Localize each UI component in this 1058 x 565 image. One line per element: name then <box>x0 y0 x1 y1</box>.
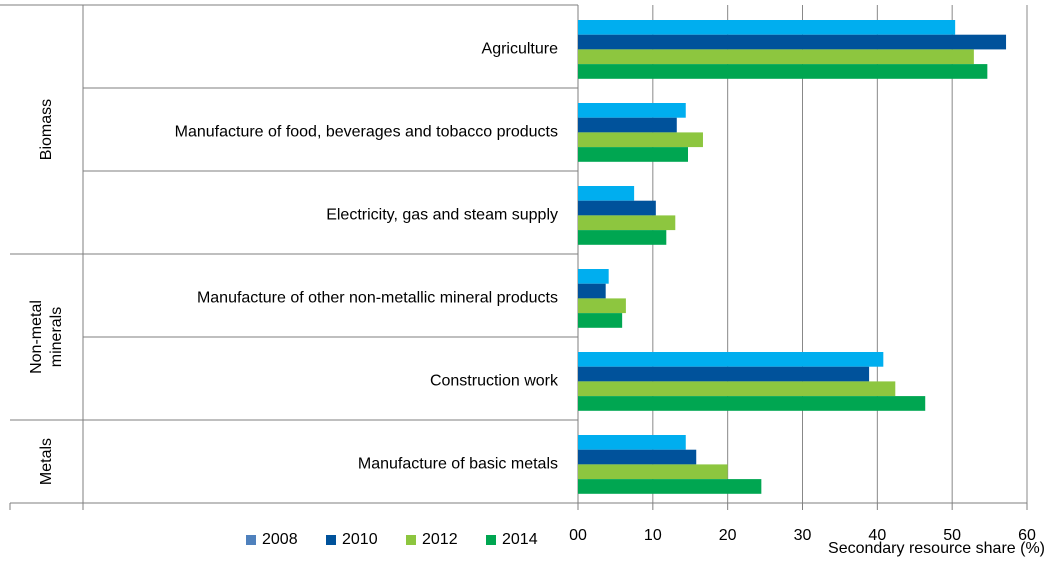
x-tick-label: 40 <box>868 527 886 544</box>
bar <box>578 464 728 480</box>
legend-swatch <box>246 535 256 545</box>
bar <box>578 49 974 65</box>
bar <box>578 449 697 465</box>
legend-label: 2012 <box>422 531 458 548</box>
category-label: Electricity, gas and steam supply <box>326 207 558 224</box>
legend-label: 2008 <box>262 531 298 548</box>
bar <box>578 20 956 35</box>
group-label: Non-metal <box>28 300 45 374</box>
legend-swatch <box>486 535 496 545</box>
x-tick-label: 60 <box>1018 527 1036 544</box>
category-label: Construction work <box>430 373 559 390</box>
category-label: Manufacture of food, beverages and tobac… <box>175 124 558 141</box>
x-tick-label: 30 <box>794 527 812 544</box>
x-tick-label: 00 <box>569 527 587 544</box>
bar <box>578 64 988 79</box>
bar <box>578 215 676 231</box>
category-label: Agriculture <box>482 41 559 58</box>
legend-label: 2010 <box>342 531 378 548</box>
bar <box>578 147 689 162</box>
bar <box>578 230 667 245</box>
legend-label: 2014 <box>502 531 538 548</box>
bar <box>578 34 1007 50</box>
x-tick-label: 20 <box>719 527 737 544</box>
x-tick-label: 10 <box>644 527 662 544</box>
bar <box>578 435 686 450</box>
bar <box>578 366 870 382</box>
bar <box>578 381 896 397</box>
category-label: Manufacture of other non-metallic minera… <box>197 290 558 307</box>
legend-swatch <box>406 535 416 545</box>
bar <box>578 298 626 314</box>
group-label: minerals <box>48 307 65 367</box>
x-axis-label: Secondary resource share (%) <box>828 540 1045 557</box>
bar <box>578 479 762 494</box>
bar <box>578 132 703 148</box>
bar <box>578 103 686 118</box>
bar <box>578 117 677 133</box>
bar <box>578 283 606 299</box>
bar <box>578 352 884 367</box>
legend-swatch <box>326 535 336 545</box>
bar <box>578 396 926 411</box>
group-label: Biomass <box>38 99 55 160</box>
group-label: Metals <box>38 438 55 485</box>
bar <box>578 200 656 216</box>
bar <box>578 313 623 328</box>
bar <box>578 269 609 284</box>
x-tick-label: 50 <box>943 527 961 544</box>
bar <box>578 186 635 201</box>
category-label: Manufacture of basic metals <box>358 456 558 473</box>
